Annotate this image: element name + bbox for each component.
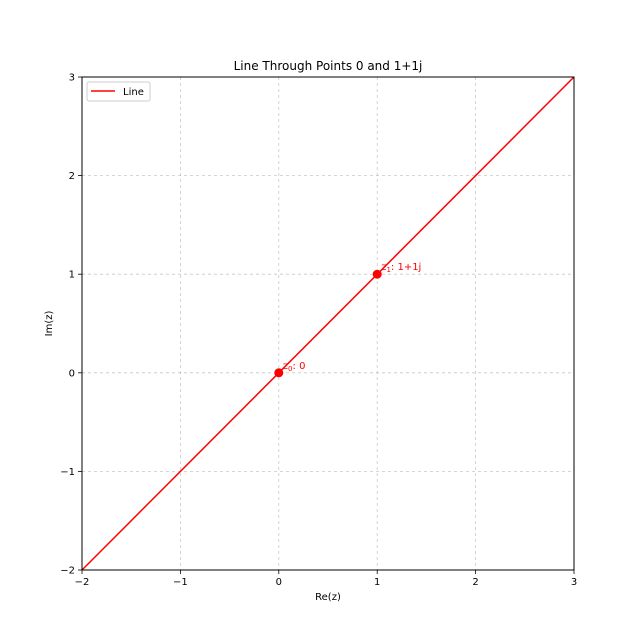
- point-label: z1: 1+1j: [381, 262, 421, 274]
- y-tick-label: −2: [60, 566, 75, 577]
- x-tick-label: 0: [276, 577, 282, 588]
- ticks-layer: −2 −1 0 1 2 3 −2 −1 0 1 2 3: [60, 73, 577, 589]
- legend-label: Line: [123, 87, 144, 98]
- data-point: [372, 269, 382, 279]
- x-tick-label: 3: [571, 577, 577, 588]
- legend-box: [86, 81, 151, 102]
- points-layer: z0: 0 z1: 1+1j: [274, 262, 421, 378]
- x-axis-label: Re(z): [315, 592, 341, 603]
- x-tick-label: −1: [173, 577, 188, 588]
- axes-frame: [81, 76, 575, 571]
- y-tick-label: 0: [69, 368, 75, 379]
- data-point: [274, 368, 284, 378]
- chart-title: Line Through Points 0 and 1+1j: [234, 59, 423, 73]
- x-tick-label: 1: [374, 577, 380, 588]
- point-label: z0: 0: [283, 361, 306, 373]
- legend: Line: [86, 81, 151, 102]
- y-tick-label: 2: [69, 171, 75, 182]
- series-line: [81, 76, 575, 571]
- y-axis-label: Im(z): [44, 311, 55, 337]
- y-tick-label: 3: [69, 73, 75, 84]
- x-tick-label: −2: [75, 577, 90, 588]
- series-layer: [81, 76, 575, 571]
- y-tick-label: −1: [60, 467, 75, 478]
- x-tick-label: 2: [472, 577, 478, 588]
- y-tick-label: 1: [69, 270, 75, 281]
